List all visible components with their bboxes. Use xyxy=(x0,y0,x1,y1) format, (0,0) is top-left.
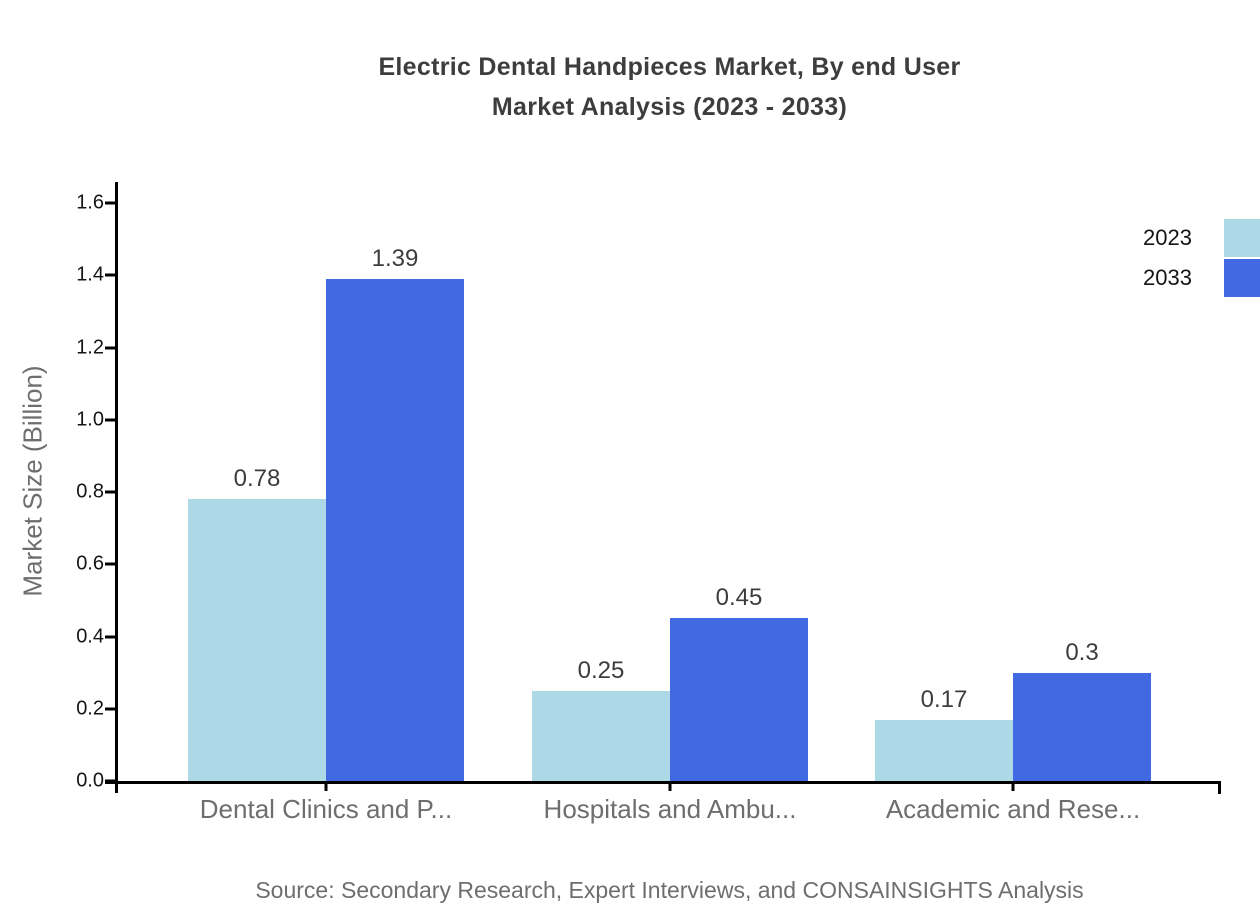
category-label: Academic and Rese... xyxy=(885,794,1141,824)
y-tick-label: 1.6 xyxy=(76,191,104,214)
y-tick-mark xyxy=(105,346,118,349)
value-label-2033-category-3: 0.3 xyxy=(1065,638,1099,666)
y-tick-label: 0.6 xyxy=(76,552,104,575)
chart-title-line1: Electric Dental Handpieces Market, By en… xyxy=(378,53,961,81)
legend: 2023 2033 xyxy=(1143,219,1260,299)
y-tick-label: 1.4 xyxy=(76,263,104,286)
y-tick-mark xyxy=(105,707,118,711)
plot-area: 0.0 0.2 0.4 0.6 0.8 1.0 1.2 1.4 1.6 0.78 0.25 0.17… xyxy=(76,182,1221,824)
legend-label: 2023 xyxy=(1143,225,1192,250)
legend-swatch xyxy=(1224,259,1260,297)
y-tick-label: 0.2 xyxy=(76,697,104,720)
bar-2023-series-category-2 xyxy=(532,690,670,781)
y-tick-label: 0.4 xyxy=(76,625,104,647)
y-tick-label: 1.2 xyxy=(76,336,104,358)
y-tick-mark xyxy=(105,779,118,783)
y-tick-mark xyxy=(105,273,118,277)
x-tick-mark xyxy=(324,781,328,791)
value-label-2023-category-3: 0.17 xyxy=(920,685,968,713)
y-axis-title-text: Market Size (Billion) xyxy=(17,365,48,597)
category-label: Hospitals and Ambu... xyxy=(543,794,797,824)
bar-2023-series-category-3 xyxy=(875,719,1013,781)
legend-item-2023: 2023 xyxy=(1143,219,1260,257)
x-tick-mark xyxy=(668,781,672,791)
y-tick-mark xyxy=(105,562,118,566)
y-tick-mark xyxy=(105,635,118,638)
bar-2033-series-category-3 xyxy=(1013,672,1151,781)
x-axis-line xyxy=(105,781,1221,784)
value-label-2023-category-1: 0.78 xyxy=(233,465,281,493)
y-tick-mark xyxy=(105,201,118,205)
bar-2033-series-category-1 xyxy=(326,278,464,781)
legend-item-2033: 2033 xyxy=(1143,259,1260,297)
chart-title-line2: Market Analysis (2023 - 2033) xyxy=(491,93,848,121)
value-label-2033-category-2: 0.45 xyxy=(715,584,763,612)
x-axis-end-tick xyxy=(1218,781,1221,794)
y-tick-mark xyxy=(105,490,118,494)
category-label: Dental Clinics and P... xyxy=(199,794,453,824)
legend-label: 2033 xyxy=(1143,265,1192,290)
y-tick-label: 0.8 xyxy=(76,480,104,503)
y-tick-mark xyxy=(105,418,118,422)
value-label-2033-category-1: 1.39 xyxy=(371,244,419,272)
y-tick-label: 1.0 xyxy=(76,408,104,431)
bar-2023-series-category-1 xyxy=(188,499,326,781)
bar-2033-series-category-2 xyxy=(670,618,808,781)
chart-title: Electric Dental Handpieces Market, By en… xyxy=(118,47,1221,127)
value-label-2023-category-2: 0.25 xyxy=(577,656,625,684)
legend-swatch xyxy=(1224,219,1260,257)
y-tick-label: 0.0 xyxy=(76,769,104,792)
x-tick-mark xyxy=(1011,781,1015,791)
y-axis-line xyxy=(115,182,118,793)
source-note: Source: Secondary Research, Expert Inter… xyxy=(255,877,1084,903)
